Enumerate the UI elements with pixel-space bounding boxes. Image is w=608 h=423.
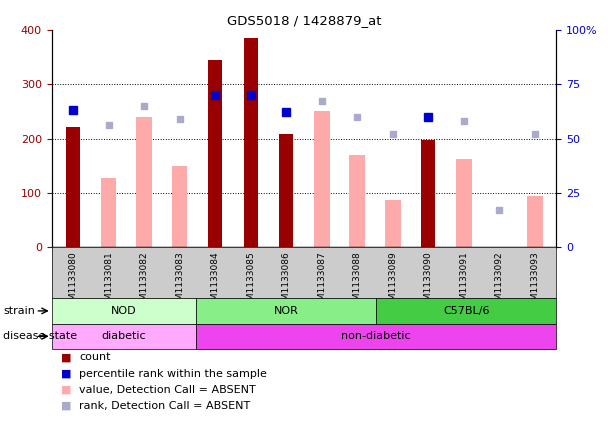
Text: GSM1133087: GSM1133087 — [317, 252, 326, 312]
Text: NOR: NOR — [274, 306, 299, 316]
Text: C57BL/6: C57BL/6 — [443, 306, 489, 316]
Text: GSM1133082: GSM1133082 — [140, 252, 148, 312]
Text: strain: strain — [3, 306, 35, 316]
Bar — [136, 117, 152, 247]
Bar — [52, 324, 196, 349]
Text: ■: ■ — [61, 352, 71, 363]
Bar — [101, 178, 116, 247]
Bar — [421, 140, 435, 247]
Text: GSM1133080: GSM1133080 — [69, 252, 77, 312]
Bar — [376, 298, 556, 324]
Bar — [172, 166, 187, 247]
Bar — [314, 111, 330, 247]
Text: GSM1133085: GSM1133085 — [246, 252, 255, 312]
Text: diabetic: diabetic — [102, 331, 146, 341]
Text: non-diabetic: non-diabetic — [341, 331, 411, 341]
Text: GSM1133091: GSM1133091 — [460, 252, 468, 312]
Text: ■: ■ — [61, 401, 71, 411]
Bar — [527, 196, 543, 247]
Text: percentile rank within the sample: percentile rank within the sample — [79, 368, 267, 379]
Text: disease state: disease state — [3, 331, 77, 341]
Text: GSM1133083: GSM1133083 — [175, 252, 184, 312]
Bar — [208, 60, 223, 247]
Bar — [66, 126, 80, 247]
Text: GSM1133086: GSM1133086 — [282, 252, 291, 312]
Bar — [196, 324, 556, 349]
Text: GSM1133084: GSM1133084 — [210, 252, 219, 312]
Bar — [350, 155, 365, 247]
Title: GDS5018 / 1428879_at: GDS5018 / 1428879_at — [227, 14, 381, 27]
Text: count: count — [79, 352, 111, 363]
Text: value, Detection Call = ABSENT: value, Detection Call = ABSENT — [79, 385, 256, 395]
Text: rank, Detection Call = ABSENT: rank, Detection Call = ABSENT — [79, 401, 250, 411]
Text: GSM1133093: GSM1133093 — [531, 252, 539, 312]
Text: ■: ■ — [61, 385, 71, 395]
Bar — [196, 298, 376, 324]
Bar — [52, 298, 196, 324]
Bar — [456, 159, 472, 247]
Text: GSM1133088: GSM1133088 — [353, 252, 362, 312]
Text: ■: ■ — [61, 368, 71, 379]
Bar — [244, 38, 258, 247]
Bar — [279, 134, 293, 247]
Text: GSM1133092: GSM1133092 — [495, 252, 504, 312]
Text: GSM1133089: GSM1133089 — [389, 252, 398, 312]
Bar — [385, 200, 401, 247]
Text: GSM1133081: GSM1133081 — [104, 252, 113, 312]
Text: NOD: NOD — [111, 306, 137, 316]
Text: GSM1133090: GSM1133090 — [424, 252, 433, 312]
